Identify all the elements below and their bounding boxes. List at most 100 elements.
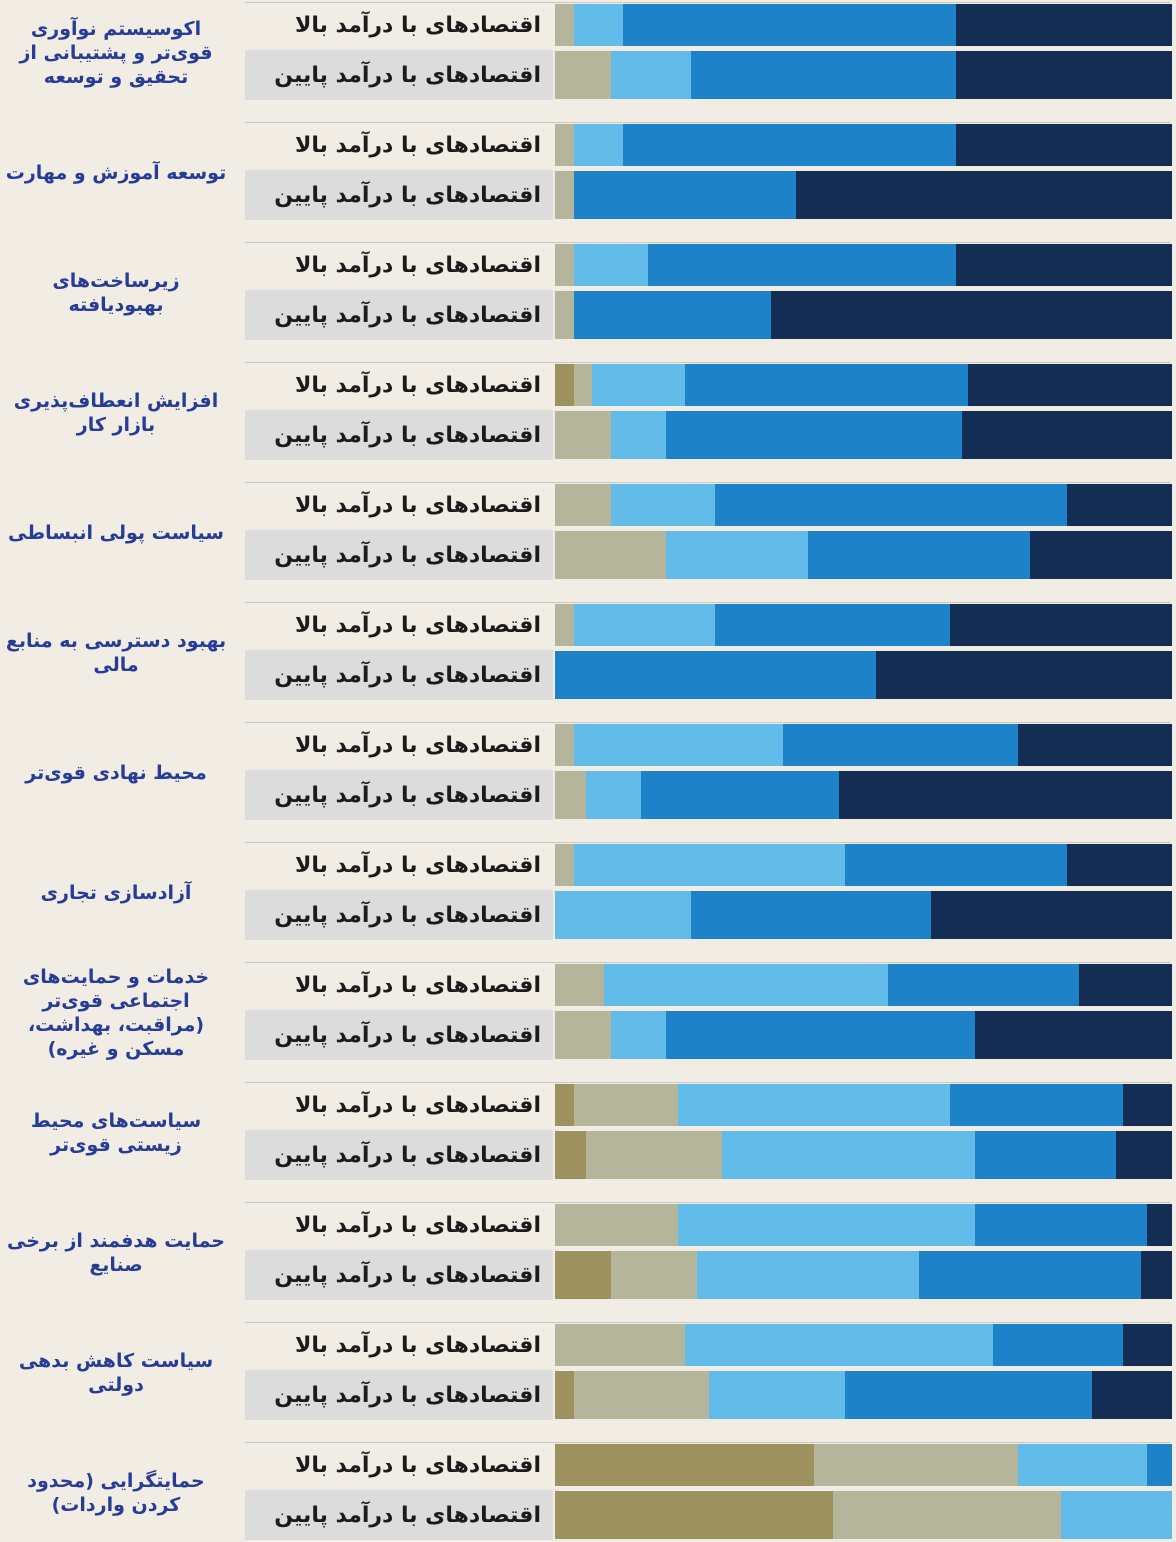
group-divider [245, 122, 1170, 123]
bar-segment [555, 124, 574, 166]
bar-segment [783, 724, 1018, 766]
bar-segment [585, 1131, 722, 1179]
group-label: آزادسازی تجاری [40, 882, 192, 904]
bar-segment [555, 604, 574, 646]
bar-segment [555, 1131, 586, 1179]
bar-segment [684, 364, 969, 406]
bar-segment [962, 411, 1172, 459]
bar-segment [919, 1251, 1142, 1299]
bar-segment [555, 844, 574, 886]
bar-segment [931, 891, 1172, 939]
bar-segment [844, 844, 1068, 886]
bar-segment [555, 291, 574, 339]
row-label: اقتصادهای با درآمد پایین [245, 770, 553, 820]
row-label: اقتصادهای با درآمد پایین [245, 530, 553, 580]
bar-segment [555, 771, 586, 819]
bar-segment [715, 484, 1068, 526]
bar-segment [610, 51, 691, 99]
row-label: اقتصادهای با درآمد بالا [294, 1452, 541, 1478]
row-label: اقتصادهای با درآمد پایین [245, 1370, 553, 1420]
bar-segment [610, 484, 716, 526]
row-label: اقتصادهای با درآمد پایین [245, 290, 553, 340]
bar-segment [555, 1011, 611, 1059]
bar-segment [555, 244, 574, 286]
bar-segment [573, 604, 716, 646]
group-divider [245, 242, 1170, 243]
group-divider [245, 842, 1170, 843]
bar-segment [555, 4, 574, 46]
bar-segment [604, 964, 889, 1006]
group-label: افزایش انعطاف‌پذیری بازار کار [13, 390, 219, 436]
bar-segment [555, 651, 876, 699]
bar-segment [555, 1251, 611, 1299]
bar-segment [573, 1371, 710, 1419]
bar-segment [573, 124, 623, 166]
bar-segment [573, 171, 796, 219]
bar-segment [1147, 1204, 1172, 1246]
bar-segment [949, 604, 1172, 646]
bar-segment [715, 604, 950, 646]
bar-segment [666, 531, 808, 579]
row-label: اقتصادهای با درآمد بالا [294, 852, 541, 878]
bar-segment [573, 844, 845, 886]
row-label: اقتصادهای با درآمد بالا [294, 1092, 541, 1118]
bar-segment [592, 364, 685, 406]
row-label: اقتصادهای با درآمد بالا [294, 612, 541, 638]
bar-segment [678, 1204, 975, 1246]
row-label: اقتصادهای با درآمد بالا [294, 252, 541, 278]
bar-segment [641, 771, 839, 819]
group-label: خدمات و حمایت‌های اجتماعی قوی‌تر (مراقبت… [22, 966, 210, 1060]
bar-segment [968, 364, 1172, 406]
bar-segment [795, 171, 1172, 219]
bar-segment [610, 1251, 697, 1299]
bar-segment [844, 1371, 1092, 1419]
bar-segment [573, 1084, 679, 1126]
group-divider [245, 362, 1170, 363]
bar-segment [555, 1491, 833, 1539]
bar-segment [573, 244, 648, 286]
bar-segment [1147, 1444, 1172, 1486]
row-label: اقتصادهای با درآمد بالا [294, 372, 541, 398]
bar-segment [888, 964, 1080, 1006]
row-label: اقتصادهای با درآمد پایین [245, 170, 553, 220]
group-label: حمایت هدفمند از برخی صنایع [6, 1230, 226, 1276]
bar-segment [555, 1324, 685, 1366]
bar-segment [956, 4, 1172, 46]
bar-segment [1122, 1084, 1172, 1126]
bar-segment [696, 1251, 920, 1299]
group-divider [245, 1442, 1170, 1443]
row-label: اقتصادهای با درآمد بالا [294, 492, 541, 518]
bar-segment [690, 51, 957, 99]
bar-segment [974, 1131, 1117, 1179]
group-label: اکوسیستم نوآوری قوی‌تر و پشتیبانی از تحق… [19, 18, 213, 88]
bar-segment [993, 1324, 1123, 1366]
bar-segment [1079, 964, 1172, 1006]
bar-segment [555, 411, 611, 459]
row-label: اقتصادهای با درآمد پایین [245, 1490, 553, 1540]
row-label: اقتصادهای با درآمد بالا [294, 1332, 541, 1358]
bar-segment [956, 51, 1172, 99]
bar-segment [838, 771, 1172, 819]
bar-segment [814, 1444, 1018, 1486]
bar-segment [956, 124, 1172, 166]
group-label: سیاست کاهش بدهی دولتی [18, 1350, 214, 1396]
bar-segment [1067, 484, 1172, 526]
row-label: اقتصادهای با درآمد بالا [294, 732, 541, 758]
group-divider [245, 1322, 1170, 1323]
bar-segment [555, 964, 605, 1006]
group-label: توسعه آموزش و مهارت [5, 162, 227, 184]
bar-segment [709, 1371, 845, 1419]
bar-segment [875, 651, 1172, 699]
group-divider [245, 1082, 1170, 1083]
row-label: اقتصادهای با درآمد پایین [245, 650, 553, 700]
group-label: حمایتگرایی (محدود کردن واردات) [27, 1470, 205, 1516]
group-divider [245, 602, 1170, 603]
row-label: اقتصادهای با درآمد بالا [294, 1212, 541, 1238]
bar-segment [555, 1371, 574, 1419]
group-label: زیرساخت‌های بهبودیافته [52, 270, 180, 316]
bar-segment [573, 724, 784, 766]
bar-segment [555, 891, 691, 939]
bar-segment [622, 4, 957, 46]
bar-segment [666, 411, 963, 459]
